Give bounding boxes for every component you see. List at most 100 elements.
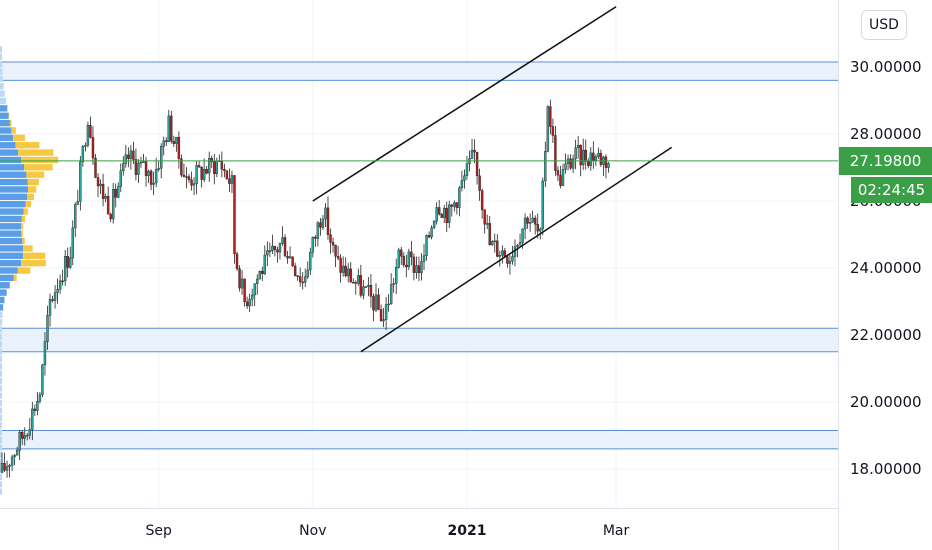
- profile-bar-up: [0, 326, 3, 333]
- profile-bar-up: [0, 119, 10, 127]
- candle-up: [13, 454, 16, 458]
- profile-bar-up: [0, 377, 3, 385]
- candle-up: [516, 244, 519, 247]
- candle-up: [160, 146, 163, 169]
- candle-down: [569, 158, 572, 169]
- candle-down: [210, 158, 213, 162]
- candle-down: [144, 161, 148, 176]
- profile-bar-up: [0, 171, 27, 178]
- candle-up: [48, 299, 52, 316]
- candle-down: [225, 170, 229, 179]
- candle-down: [91, 137, 95, 159]
- candle-up: [162, 140, 165, 147]
- candle-down: [197, 165, 201, 168]
- time-tick-label: Mar: [603, 523, 630, 539]
- candle-up: [147, 170, 150, 176]
- candle-down: [379, 309, 383, 322]
- candle-down: [480, 190, 484, 211]
- candle-up: [518, 242, 522, 246]
- candle-up: [271, 245, 274, 252]
- profile-bar-up: [0, 237, 23, 245]
- profile-bar-down: [25, 201, 32, 208]
- candle-up: [43, 341, 47, 366]
- candle-up: [357, 275, 360, 284]
- candle-up: [523, 217, 527, 230]
- candle-up: [470, 149, 474, 159]
- candle-down: [339, 257, 342, 273]
- candle-down: [223, 169, 226, 171]
- candle-down: [326, 207, 330, 235]
- profile-bar-up: [0, 355, 3, 363]
- profile-bar-up: [0, 363, 3, 370]
- candle-up: [137, 162, 140, 175]
- candle-up: [18, 432, 21, 451]
- profile-bar-down: [9, 119, 12, 127]
- volume-profile: [0, 46, 59, 495]
- profile-bar-up: [0, 385, 3, 392]
- channel-lower-line: [360, 146, 673, 353]
- candle-down: [296, 275, 299, 277]
- profile-bar-up: [0, 414, 2, 422]
- profile-bar-up: [0, 75, 3, 83]
- candle-up: [41, 364, 44, 395]
- profile-bar-down: [8, 112, 10, 119]
- candle-up: [104, 196, 107, 199]
- resistance-zone-fill: [0, 61, 838, 81]
- currency-button[interactable]: USD: [861, 10, 907, 40]
- profile-bar-up: [0, 178, 28, 186]
- candle-up: [491, 241, 494, 246]
- profile-bar-down: [22, 252, 46, 259]
- candle-down: [354, 282, 357, 284]
- price-axis[interactable]: 18.0000020.0000022.0000024.0000026.00000…: [850, 58, 922, 478]
- candle-up: [119, 170, 122, 187]
- profile-bar-down: [17, 267, 31, 274]
- profile-bar-up: [0, 458, 2, 466]
- candle-down: [377, 294, 380, 310]
- candle-down: [319, 222, 322, 228]
- candle-up: [250, 294, 254, 300]
- candle-up: [71, 227, 74, 259]
- profile-bar-up: [0, 83, 4, 90]
- candle-down: [114, 189, 117, 198]
- price-tick-label: 24.00000: [850, 259, 922, 277]
- candle-up: [36, 401, 39, 411]
- lower-zone-fill: [0, 430, 838, 449]
- candle-up: [99, 183, 102, 187]
- candle-down: [220, 160, 224, 170]
- candle-up: [23, 435, 26, 439]
- candle-up: [561, 169, 565, 186]
- candle-up: [263, 254, 267, 274]
- candle-up: [157, 168, 160, 170]
- profile-bar-up: [0, 105, 8, 112]
- candle-up: [139, 161, 143, 164]
- profile-bar-up: [0, 46, 3, 53]
- candle-down: [261, 270, 264, 274]
- trend-channel[interactable]: [312, 6, 673, 353]
- candle-down: [359, 275, 363, 296]
- candle-up: [248, 298, 251, 307]
- candle-down: [170, 115, 173, 142]
- profile-bar-up: [0, 127, 12, 134]
- candle-down: [437, 207, 441, 215]
- candle-down: [329, 234, 332, 243]
- profile-bar-up: [0, 488, 2, 495]
- candle-down: [587, 161, 590, 166]
- candle-up: [589, 152, 592, 166]
- candle-up: [53, 292, 57, 301]
- profile-bar-up: [0, 274, 14, 282]
- profile-bar-up: [0, 164, 25, 171]
- candle-down: [559, 174, 562, 186]
- candle-down: [61, 280, 64, 283]
- profile-bar-up: [0, 422, 2, 429]
- candle-up: [415, 265, 418, 273]
- candle-up: [215, 160, 218, 174]
- time-axis[interactable]: Sep Nov 2021 Mar: [145, 523, 629, 539]
- candle-up: [306, 269, 309, 277]
- candle-up: [122, 163, 125, 172]
- candle-down: [213, 161, 216, 174]
- candle-up: [253, 283, 256, 296]
- profile-bar-down: [21, 259, 46, 267]
- candle-up: [435, 207, 438, 222]
